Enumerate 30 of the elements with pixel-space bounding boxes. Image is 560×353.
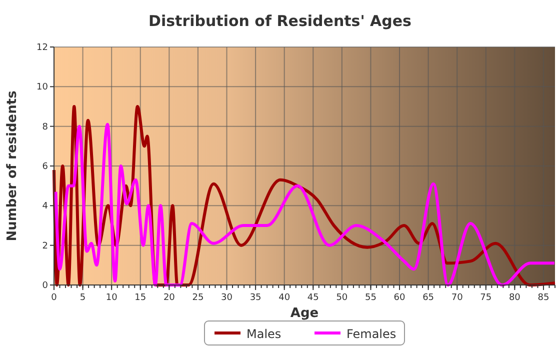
y-tick-label: 0: [42, 281, 48, 291]
x-tick-label: 55: [365, 293, 376, 303]
x-tick-label: 0: [51, 293, 58, 303]
x-tick-label: 65: [422, 293, 434, 303]
chart-title: Distribution of Residents' Ages: [148, 12, 412, 30]
y-tick-label: 8: [42, 122, 48, 132]
x-tick-label: 20: [163, 293, 176, 303]
x-tick-label: 10: [106, 293, 118, 303]
y-tick-label: 2: [42, 241, 48, 252]
y-tick-label: 4: [42, 202, 48, 212]
x-tick-label: 15: [134, 293, 146, 303]
legend-label: Females: [346, 327, 396, 341]
x-tick-label: 35: [250, 293, 262, 303]
x-tick-label: 85: [538, 293, 550, 303]
y-axis-title: Number of residents: [5, 90, 20, 242]
y-tick-label: 6: [42, 162, 48, 172]
x-tick-label: 40: [278, 293, 290, 303]
x-tick-label: 80: [508, 293, 521, 303]
x-tick-label: 60: [394, 293, 406, 303]
x-tick-label: 30: [221, 293, 233, 303]
x-tick-label: 25: [192, 293, 204, 303]
x-tick-label: 5: [80, 293, 86, 303]
x-axis-title: Age: [290, 306, 319, 321]
y-tick-label: 10: [36, 82, 48, 93]
y-tick-label: 12: [36, 43, 48, 53]
x-tick-label: 45: [307, 293, 319, 303]
x-tick-label: 75: [480, 293, 492, 303]
x-tick-label: 50: [336, 293, 348, 303]
legend-label: Males: [246, 327, 282, 341]
x-tick-label: 70: [451, 293, 464, 303]
